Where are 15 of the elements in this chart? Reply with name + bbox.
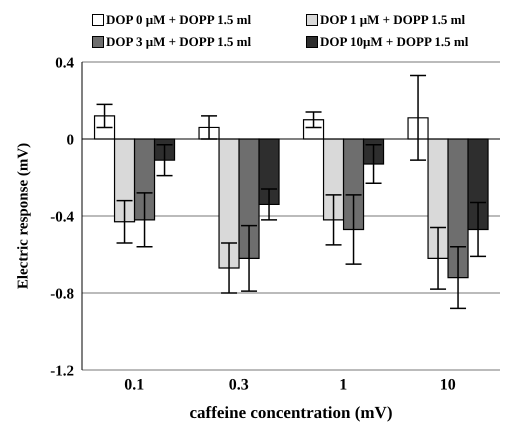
x-tick-label: 0.3 <box>228 376 249 394</box>
x-tick-label: 0.1 <box>124 376 144 394</box>
y-axis-title: Electric response (mV) <box>15 142 32 290</box>
legend-label: DOP 0 μM + DOPP 1.5 ml <box>106 12 252 28</box>
y-tick-label: -1.2 <box>50 363 74 380</box>
x-tick-label: 1 <box>339 376 348 394</box>
y-tick-label: -0.4 <box>50 209 74 226</box>
legend-label: DOP 1 μM + DOPP 1.5 ml <box>320 12 466 28</box>
legend-label: DOP 3 μM + DOPP 1.5 ml <box>106 34 252 50</box>
y-tick-label: 0 <box>66 132 74 148</box>
legend-label: DOP 10μM + DOPP 1.5 ml <box>320 34 468 50</box>
x-tick-label: 10 <box>440 376 456 394</box>
y-tick-label: 0.4 <box>55 55 74 72</box>
x-axis-title: caffeine concentration (mV) <box>190 403 392 422</box>
y-tick-label: -0.8 <box>50 286 74 302</box>
